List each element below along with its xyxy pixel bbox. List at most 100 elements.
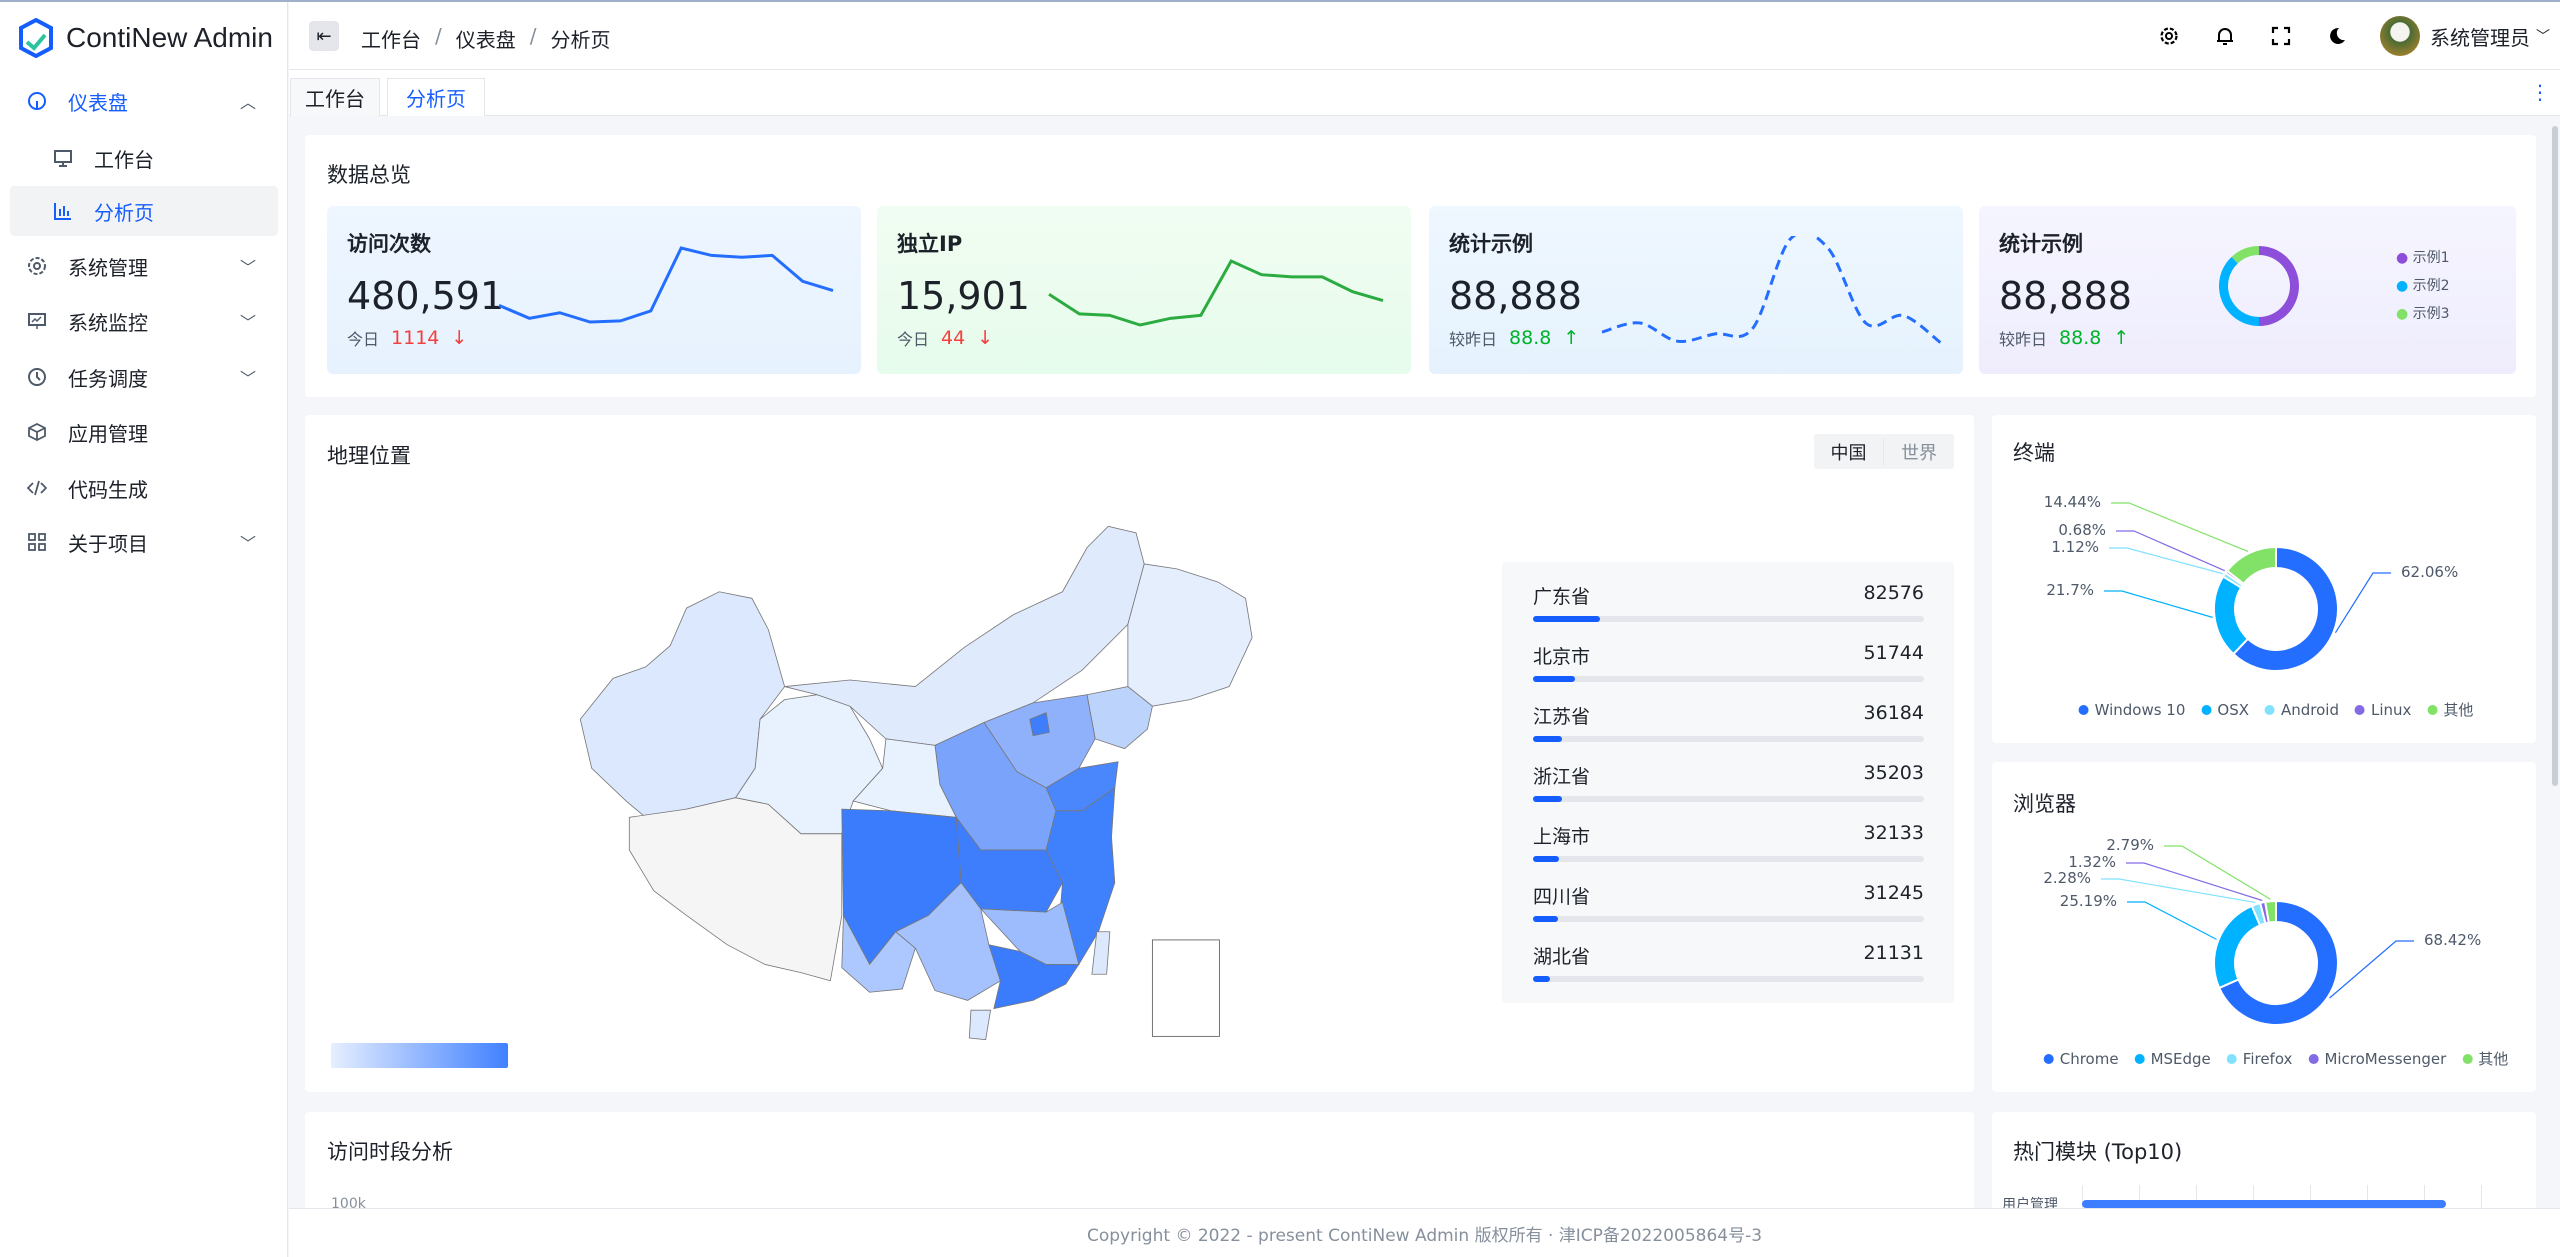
tab-analysis[interactable]: 分析页 bbox=[387, 78, 485, 116]
legend-dot bbox=[2308, 1053, 2319, 1064]
breadcrumb-item[interactable]: 仪表盘 bbox=[455, 28, 516, 52]
legend-item[interactable]: ● 示例2 bbox=[2396, 272, 2450, 300]
more-vertical-icon[interactable]: ⋮ bbox=[2530, 80, 2550, 104]
legend-dot bbox=[2043, 1053, 2054, 1064]
breadcrumb: 工作台 / 仪表盘 / 分析页 bbox=[361, 24, 611, 53]
legend-dot bbox=[2427, 704, 2438, 715]
sidebar-item-monitor[interactable]: 系统监控 ﹀ bbox=[10, 296, 278, 346]
legend-item[interactable]: ● 示例1 bbox=[2396, 244, 2450, 272]
sidebar-item-codegen[interactable]: 代码生成 bbox=[10, 463, 278, 513]
ranking-item: 广东省 82576 bbox=[1533, 582, 1924, 632]
stat-title: 独立IP bbox=[897, 232, 963, 256]
sidebar-item-dashboard[interactable]: 仪表盘 ︿ bbox=[10, 76, 278, 126]
monitor-icon bbox=[26, 310, 48, 332]
donut-slice[interactable] bbox=[2219, 256, 2259, 326]
donut-slice[interactable] bbox=[2231, 246, 2259, 264]
legend-item[interactable]: 其他 bbox=[2427, 699, 2473, 720]
legend-label: Windows 10 bbox=[2094, 700, 2186, 719]
label-leader-line bbox=[2329, 940, 2414, 999]
ranking-name: 上海市 bbox=[1533, 826, 1591, 848]
ranking-progress-track bbox=[1533, 616, 1924, 622]
legend-item[interactable]: Firefox bbox=[2226, 1048, 2293, 1069]
slice-label: 21.7% bbox=[2046, 581, 2094, 599]
toggle-china[interactable]: 中国 bbox=[1814, 438, 1884, 465]
legend-item[interactable]: 其他 bbox=[2462, 1048, 2508, 1069]
stat-sub-value: 88.8 bbox=[2059, 327, 2102, 349]
legend-dot bbox=[2265, 704, 2275, 715]
tab-workbench[interactable]: 工作台 bbox=[290, 78, 380, 116]
donut-slice[interactable] bbox=[2264, 899, 2277, 924]
sidebar-item-label: 应用管理 bbox=[68, 421, 148, 446]
china-map[interactable] bbox=[577, 523, 1257, 1043]
chevron-down-icon: ﹀ bbox=[239, 313, 256, 332]
fullscreen-icon[interactable] bbox=[2268, 23, 2294, 49]
legend-item[interactable]: OSX bbox=[2201, 699, 2249, 720]
ranking-progress-track bbox=[1533, 676, 1924, 682]
ranking-progress-fill bbox=[1533, 736, 1563, 742]
stat-sub-label: 较昨日 bbox=[1449, 330, 1498, 349]
slice-label: 1.12% bbox=[2051, 538, 2099, 556]
ranking-item: 北京市 51744 bbox=[1533, 642, 1924, 692]
sparkline-example bbox=[1601, 236, 1942, 345]
map-region-qinghai bbox=[734, 694, 884, 835]
donut-slice[interactable] bbox=[2231, 545, 2339, 672]
ranking-name: 广东省 bbox=[1533, 586, 1591, 608]
legend-label: Firefox bbox=[2242, 1049, 2293, 1068]
sidebar-item-about[interactable]: 关于项目 ﹀ bbox=[10, 517, 278, 567]
toggle-world[interactable]: 世界 bbox=[1901, 442, 1937, 464]
stat-value: 480,591 bbox=[347, 274, 505, 318]
donut-slice[interactable] bbox=[2213, 575, 2250, 656]
legend-item[interactable]: Android bbox=[2265, 699, 2339, 720]
legend-item[interactable]: Chrome bbox=[2043, 1048, 2119, 1069]
scrollbar-thumb[interactable] bbox=[2552, 126, 2558, 786]
slice-label: 14.44% bbox=[2043, 493, 2101, 511]
ranking-progress-fill bbox=[1533, 856, 1560, 862]
stat-sub-label: 今日 bbox=[347, 330, 380, 349]
donut-slice[interactable] bbox=[2217, 899, 2339, 1026]
bell-icon[interactable] bbox=[2212, 23, 2238, 49]
legend-item[interactable]: Windows 10 bbox=[2078, 699, 2186, 720]
arrow-down-icon: ↓ bbox=[451, 327, 468, 349]
breadcrumb-separator: / bbox=[435, 24, 442, 48]
slice-label: 2.79% bbox=[2106, 836, 2154, 854]
breadcrumb-item[interactable]: 工作台 bbox=[361, 28, 421, 52]
donut-slice[interactable] bbox=[2259, 246, 2299, 326]
geo-card: 地理位置 中国 世界 广东省 8257 bbox=[305, 415, 1974, 1092]
dark-mode-moon-icon[interactable] bbox=[2324, 23, 2350, 49]
legend-item[interactable]: MicroMessenger bbox=[2308, 1048, 2446, 1069]
sidebar-item-label: 代码生成 bbox=[68, 477, 148, 502]
map-region-northeast bbox=[1127, 563, 1253, 707]
sidebar-item-system[interactable]: 系统管理 ﹀ bbox=[10, 241, 278, 291]
label-leader-line bbox=[2101, 878, 2256, 904]
sidebar-item-schedule[interactable]: 任务调度 ﹀ bbox=[10, 352, 278, 402]
stat-title: 统计示例 bbox=[1999, 232, 2083, 256]
terminal-legend: Windows 10 OSX Android Linux 其他 bbox=[2078, 699, 2473, 720]
user-menu[interactable]: 系统管理员 ﹀ bbox=[2380, 16, 2550, 56]
stat-value: 88,888 bbox=[1449, 274, 1582, 318]
ranking-name: 四川省 bbox=[1533, 886, 1591, 908]
hot-module-bar[interactable] bbox=[2082, 1200, 2446, 1208]
label-leader-line bbox=[2127, 901, 2217, 940]
settings-gear-icon[interactable] bbox=[2156, 23, 2182, 49]
arrow-up-icon: ↑ bbox=[2113, 327, 2130, 349]
avatar bbox=[2380, 16, 2420, 56]
donut-slice[interactable] bbox=[2225, 545, 2277, 586]
footer-copyright: Copyright © 2022 - present ContiNew Admi… bbox=[1086, 1225, 1763, 1246]
donut-slice[interactable] bbox=[2213, 904, 2262, 990]
logo[interactable]: ContiNew Admin bbox=[18, 18, 273, 58]
collapse-menu-button[interactable]: ⇤ bbox=[309, 21, 339, 51]
ranking-progress-track bbox=[1533, 976, 1924, 982]
sidebar-item-analysis[interactable]: 分析页 bbox=[10, 186, 278, 236]
stat-sub-value: 1114 bbox=[391, 327, 440, 349]
sidebar-item-workbench[interactable]: 工作台 bbox=[10, 133, 278, 183]
sidebar-item-apps[interactable]: 应用管理 bbox=[10, 407, 278, 457]
legend-dot bbox=[2134, 1053, 2145, 1064]
legend-item[interactable]: Linux bbox=[2355, 699, 2411, 720]
ranking-value: 31245 bbox=[1863, 882, 1924, 904]
label-leader-line bbox=[2109, 547, 2223, 575]
hexagon-logo-icon bbox=[19, 18, 53, 58]
page-scrollbar[interactable] bbox=[2550, 116, 2560, 1208]
map-visual-map-gradient[interactable] bbox=[331, 1043, 508, 1068]
legend-item[interactable]: MSEdge bbox=[2134, 1048, 2211, 1069]
legend-item[interactable]: ● 示例3 bbox=[2396, 300, 2450, 328]
